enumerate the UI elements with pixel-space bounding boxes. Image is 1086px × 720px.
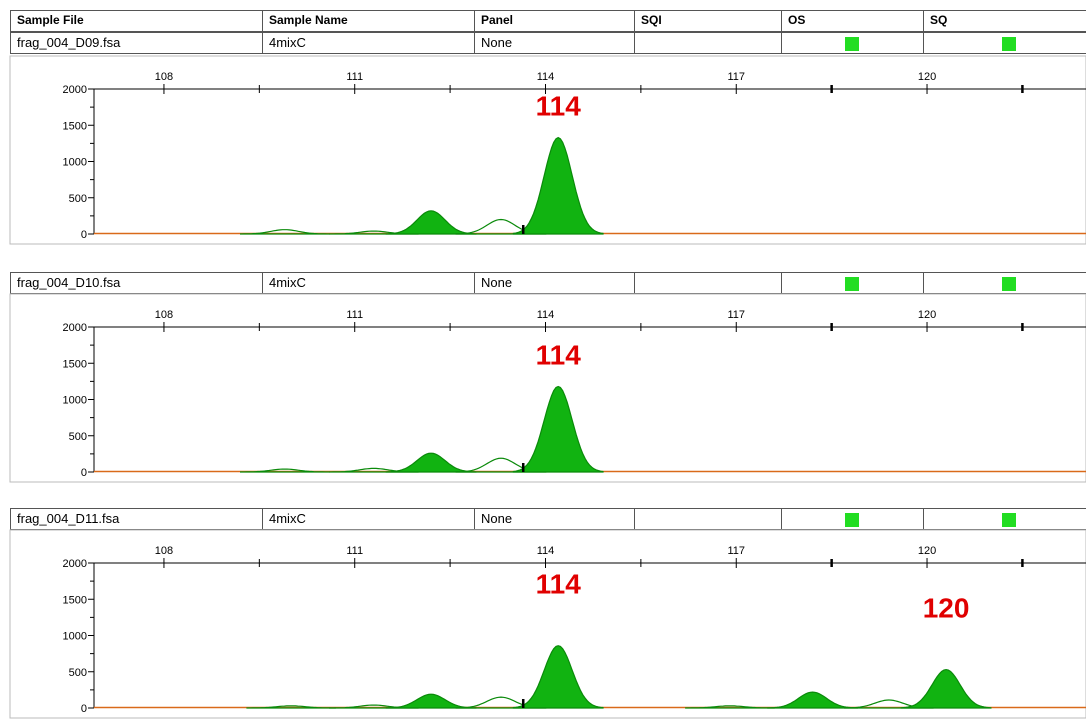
y-tick-label: 0 xyxy=(81,467,87,479)
sqi-cell[interactable] xyxy=(635,509,782,529)
col-sq[interactable]: SQ xyxy=(930,13,948,27)
y-tick-label: 1000 xyxy=(63,395,87,407)
x-tick-label: 111 xyxy=(346,309,363,321)
sample-name-cell[interactable]: 4mixC xyxy=(263,509,475,529)
y-tick-label: 2000 xyxy=(63,322,87,334)
column-header-row: Sample File Sample Name Panel SQI OS SQ xyxy=(10,10,1086,32)
electropherogram-chart: 108111114117120122000150010005000114120 xyxy=(9,529,1086,719)
sq-quality-flag xyxy=(1002,37,1016,51)
peak xyxy=(512,136,604,235)
col-sqi[interactable]: SQI xyxy=(635,11,782,31)
col-sample-file[interactable]: Sample File xyxy=(11,11,263,31)
panel-cell[interactable]: None xyxy=(475,33,635,53)
col-os[interactable]: OS xyxy=(782,11,924,31)
y-tick-label: 500 xyxy=(69,667,87,679)
os-quality-flag xyxy=(845,277,859,291)
y-tick-label: 500 xyxy=(69,193,87,205)
y-tick-label: 1000 xyxy=(63,631,87,643)
peak xyxy=(512,385,604,473)
sq-cell[interactable] xyxy=(924,273,1086,293)
peak-size-label: 114 xyxy=(536,339,582,370)
panel-cell[interactable]: None xyxy=(475,273,635,293)
col-sample-name[interactable]: Sample Name xyxy=(263,11,475,31)
x-tick-label: 111 xyxy=(346,545,363,557)
sample-row[interactable]: frag_004_D11.fsa 4mixC None xyxy=(10,508,1086,530)
sample-row[interactable]: frag_004_D10.fsa 4mixC None xyxy=(10,272,1086,294)
x-tick-label: 108 xyxy=(155,545,173,557)
sqi-cell[interactable] xyxy=(635,33,782,53)
peak xyxy=(240,468,330,473)
electropherogram-chart: 108111114117120122000150010005000114 xyxy=(9,293,1086,483)
y-tick-label: 0 xyxy=(81,229,87,241)
sq-quality-flag xyxy=(1002,277,1016,291)
os-cell[interactable] xyxy=(782,273,924,293)
peak-size-label: 120 xyxy=(923,593,970,624)
sq-cell[interactable] xyxy=(924,509,1086,529)
sample-name-cell[interactable]: 4mixC xyxy=(263,273,475,293)
chart-frame xyxy=(9,293,1086,483)
y-tick-label: 1500 xyxy=(63,358,87,370)
y-tick-label: 500 xyxy=(69,431,87,443)
sample-name-cell[interactable]: 4mixC xyxy=(263,33,475,53)
sqi-cell[interactable] xyxy=(635,273,782,293)
x-tick-label: 120 xyxy=(918,309,936,321)
x-tick-label: 117 xyxy=(727,71,745,83)
sample-file-cell[interactable]: frag_004_D09.fsa xyxy=(11,33,263,53)
os-quality-flag xyxy=(845,37,859,51)
y-tick-label: 1000 xyxy=(63,157,87,169)
x-tick-label: 120 xyxy=(918,71,936,83)
y-tick-label: 2000 xyxy=(63,84,87,96)
os-quality-flag xyxy=(845,513,859,527)
sample-file-cell[interactable]: frag_004_D11.fsa xyxy=(11,509,263,529)
y-tick-label: 2000 xyxy=(63,558,87,570)
peak xyxy=(512,645,604,709)
x-tick-label: 108 xyxy=(155,71,173,83)
x-tick-label: 111 xyxy=(346,71,363,83)
peak xyxy=(246,705,336,709)
sample-file-cell[interactable]: frag_004_D10.fsa xyxy=(11,273,263,293)
x-tick-label: 108 xyxy=(155,309,173,321)
y-tick-label: 0 xyxy=(81,703,87,715)
os-cell[interactable] xyxy=(782,509,924,529)
x-tick-label: 120 xyxy=(918,545,936,557)
x-tick-label: 117 xyxy=(727,545,745,557)
y-tick-label: 1500 xyxy=(63,120,87,132)
peak-size-label: 114 xyxy=(536,91,582,122)
panel-cell[interactable]: None xyxy=(475,509,635,529)
os-cell[interactable] xyxy=(782,33,924,53)
x-tick-label: 114 xyxy=(537,545,555,557)
peak xyxy=(240,229,330,235)
peak xyxy=(385,452,477,473)
x-tick-label: 114 xyxy=(537,71,555,83)
sq-cell[interactable] xyxy=(924,33,1086,53)
x-tick-label: 114 xyxy=(537,309,555,321)
peak xyxy=(385,693,477,709)
peak-size-label: 114 xyxy=(536,569,582,600)
sample-row[interactable]: frag_004_D09.fsa 4mixC None xyxy=(10,32,1086,54)
chart-frame xyxy=(9,55,1086,245)
x-tick-label: 117 xyxy=(727,309,745,321)
peak xyxy=(900,668,992,709)
peak xyxy=(685,705,775,709)
peak xyxy=(767,691,858,709)
electropherogram-chart: 108111114117120122000150010005000114 xyxy=(9,55,1086,245)
col-panel[interactable]: Panel xyxy=(475,11,635,31)
peak xyxy=(385,210,477,235)
sq-quality-flag xyxy=(1002,513,1016,527)
y-tick-label: 1500 xyxy=(63,594,87,606)
